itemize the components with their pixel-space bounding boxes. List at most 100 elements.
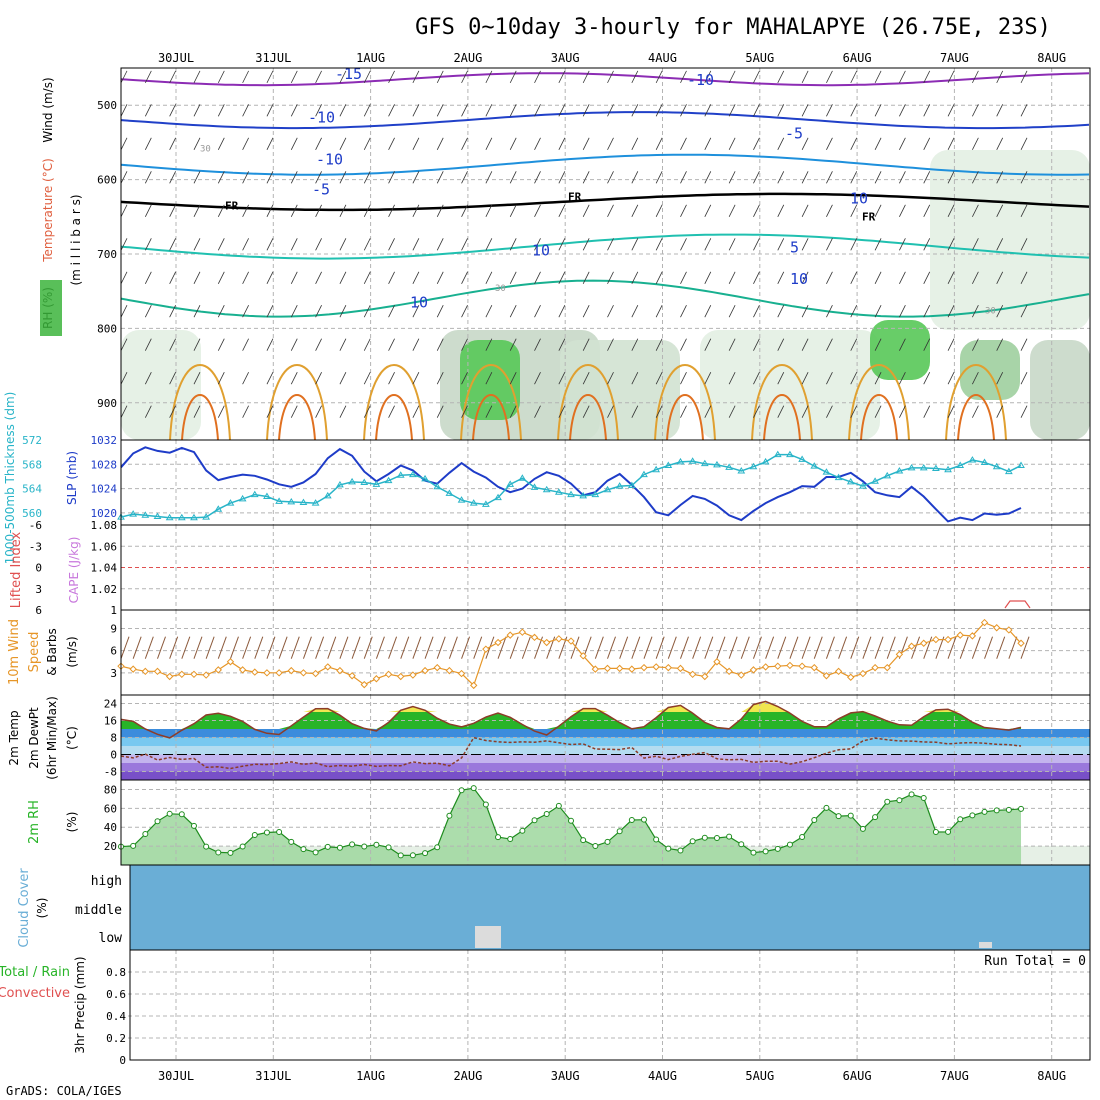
upper-wind-barb <box>801 137 809 151</box>
wind-tick-label: 6 <box>110 645 117 658</box>
date-label-bottom: 2AUG <box>453 1069 482 1083</box>
temp-contour-15 <box>460 364 522 441</box>
upper-wind-barb <box>680 204 687 217</box>
rh-marker <box>543 811 550 817</box>
upper-wind-barb <box>120 70 128 84</box>
upper-wind-barb <box>363 104 371 117</box>
upper-wind-barb <box>899 70 906 84</box>
thickness-marker <box>944 465 952 473</box>
upper-wind-barb <box>315 104 322 117</box>
rh-axis-label: 2m RH <box>27 800 42 844</box>
upper-wind-barb <box>972 70 979 84</box>
wind-marker <box>202 671 210 679</box>
wind-barb <box>680 636 689 659</box>
wind-frame <box>120 609 1091 696</box>
upper-wind-barb <box>777 70 785 84</box>
upper-wind-barb <box>680 372 687 385</box>
upper-wind-barb <box>777 271 785 284</box>
thickness-marker <box>323 491 332 499</box>
upper-wind-barb <box>461 405 468 418</box>
upper-wind-barb <box>996 372 1004 385</box>
upper-wind-barb <box>801 70 809 84</box>
pressure-tick-label: 900 <box>97 397 117 410</box>
upper-wind-barb <box>777 405 785 418</box>
upper-wind-barb <box>388 305 395 318</box>
upper-wind-barb <box>607 238 614 251</box>
upper-wind-barb <box>217 104 225 117</box>
temp-axis-label-line4: (°C) <box>65 726 79 750</box>
upper-wind-barb <box>509 171 517 184</box>
contour-label: 10 <box>850 189 868 207</box>
wind-marker <box>251 668 259 676</box>
temp-band <box>121 763 1090 772</box>
upper-wind-barb <box>655 372 663 385</box>
date-label-bottom: 6AUG <box>843 1069 872 1083</box>
wind-marker <box>615 664 624 673</box>
thickness-tick-label: 568 <box>22 458 42 471</box>
upper-wind-barb <box>363 271 371 284</box>
upper-wind-barb <box>388 204 395 217</box>
upper-wind-barb <box>120 137 128 151</box>
upper-wind-barb <box>315 372 322 385</box>
upper-wind-barb <box>193 171 201 184</box>
wind-barb <box>229 636 239 659</box>
upper-wind-barb <box>412 171 420 184</box>
upper-wind-barb <box>412 305 420 318</box>
temp-contour-minus10 <box>120 111 1090 130</box>
wind-barb <box>947 636 957 659</box>
upper-wind-barb <box>315 70 322 84</box>
thickness-marker <box>603 485 612 493</box>
rh-shade-patch <box>1030 340 1090 440</box>
upper-wind-barb <box>193 305 201 318</box>
rh-marker <box>738 841 745 848</box>
temp-axis-label-line3: (6hr Min/Max) <box>45 696 59 780</box>
upper-wind-barb <box>607 305 614 318</box>
upper-wind-barb <box>801 405 809 418</box>
rh-marker <box>799 834 806 841</box>
rh-marker <box>592 843 599 850</box>
upper-wind-barb <box>996 305 1004 318</box>
wind-marker <box>506 631 514 639</box>
wind-marker <box>178 670 186 679</box>
upper-wind-barb <box>436 171 444 184</box>
wind-marker <box>907 642 916 650</box>
rh-marker <box>750 849 757 856</box>
wind-barb <box>971 636 981 659</box>
rh-marker <box>324 843 331 850</box>
temp-contour-15 <box>751 364 813 441</box>
wind-marker <box>713 658 721 666</box>
upper-wind-barb <box>534 70 541 84</box>
upper-wind-barb <box>558 70 566 84</box>
wind-barb <box>1020 636 1030 659</box>
precip-tick-label: 0.8 <box>106 966 126 979</box>
upper-wind-barb <box>996 405 1004 418</box>
upper-wind-barb <box>801 305 809 318</box>
upper-wind-barb <box>217 171 225 184</box>
rh-marker <box>130 842 137 849</box>
upper-wind-barb <box>144 70 152 84</box>
rh-marker <box>823 804 830 811</box>
upper-wind-barb <box>631 338 639 351</box>
rh-shade-patch <box>960 340 1020 400</box>
thickness-marker <box>348 477 356 485</box>
upper-wind-barb <box>242 271 249 284</box>
thickness-marker <box>834 473 843 481</box>
upper-wind-barb <box>753 238 760 251</box>
upper-wind-barb <box>753 271 760 284</box>
millibars-axis-label: (m i l l i b a r s) <box>69 194 83 285</box>
thickness-marker <box>165 513 174 521</box>
upper-wind-barb <box>169 204 177 217</box>
thickness-marker <box>627 481 636 489</box>
thickness-marker <box>615 482 624 489</box>
upper-wind-barb <box>972 372 979 385</box>
wind-marker <box>555 635 563 643</box>
upper-wind-barb <box>972 171 979 184</box>
upper-wind-barb <box>290 405 298 418</box>
upper-wind-barb <box>315 405 322 418</box>
cape-tick-label: 1 <box>110 604 117 617</box>
upper-wind-barb <box>509 372 517 385</box>
upper-wind-barb <box>169 171 177 184</box>
wind-barb <box>278 636 288 659</box>
thickness-marker <box>773 450 782 458</box>
rh-marker <box>653 836 660 843</box>
